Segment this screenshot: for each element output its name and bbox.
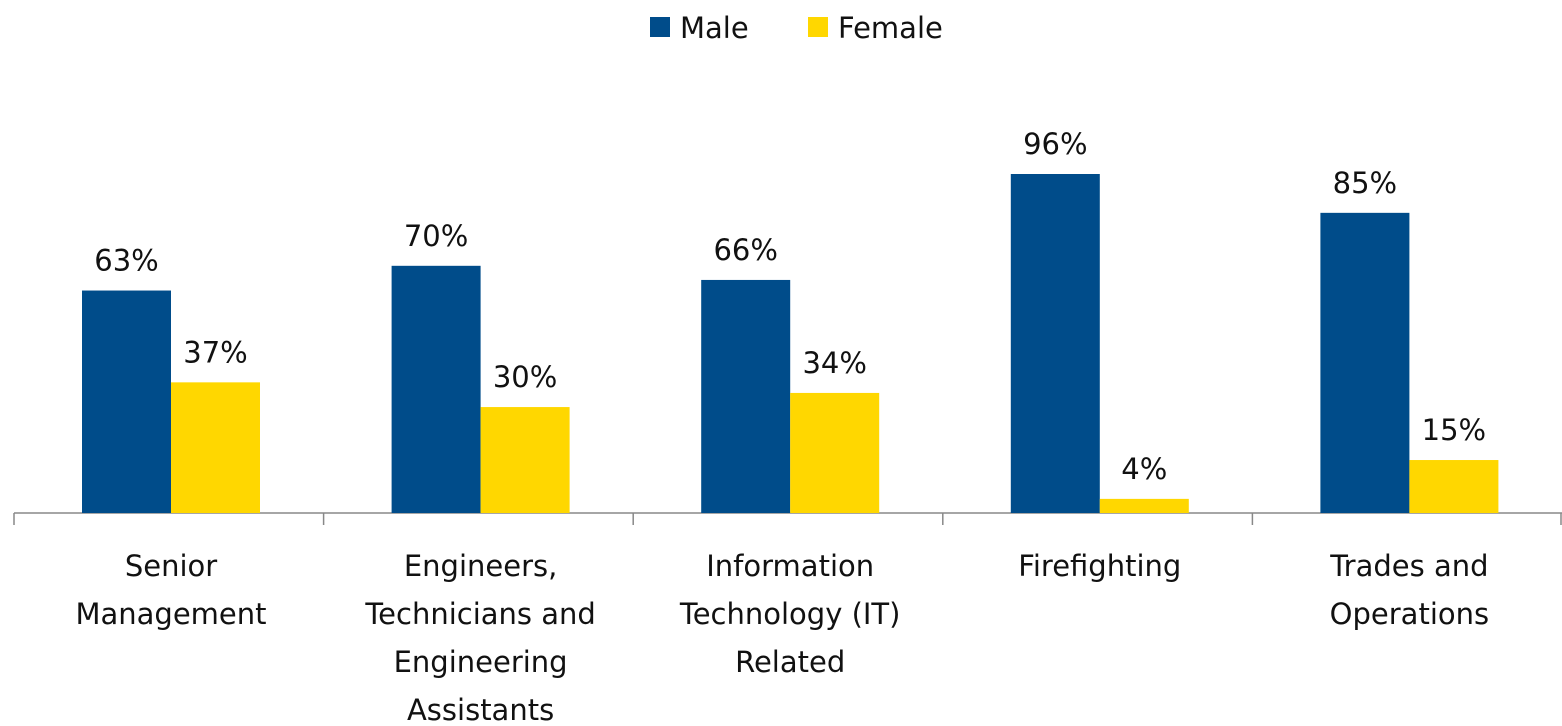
bar [701,279,791,513]
x-tick-label: Information Technology (IT) Related [679,549,901,679]
legend-label: Male [680,11,749,45]
bar [1409,460,1499,513]
bar [1320,212,1410,513]
value-label: 30% [493,360,557,394]
legend-swatch [808,17,828,37]
bar [480,407,570,513]
x-tick-label: Firefighting [1018,549,1182,583]
value-label: 96% [1023,127,1087,161]
legend-label: Female [838,11,943,45]
x-tick-label: Senior Management [75,549,267,631]
bar [1010,174,1100,513]
value-label: 37% [183,335,247,369]
value-label: 85% [1333,166,1397,200]
legend-swatch [650,17,670,37]
bar [82,290,171,513]
value-label: 70% [404,219,468,253]
x-tick-label: Engineers, Technicians and Engineering A… [365,549,596,726]
value-label: 15% [1422,413,1486,447]
value-label: 63% [94,244,158,278]
bar [171,382,260,513]
bar [1099,498,1189,513]
value-label: 34% [802,346,866,380]
value-label: 4% [1121,452,1167,486]
bar [790,392,880,513]
value-label: 66% [713,233,777,267]
bar [391,265,481,513]
x-tick-label: Trades and Operations [1329,549,1490,631]
